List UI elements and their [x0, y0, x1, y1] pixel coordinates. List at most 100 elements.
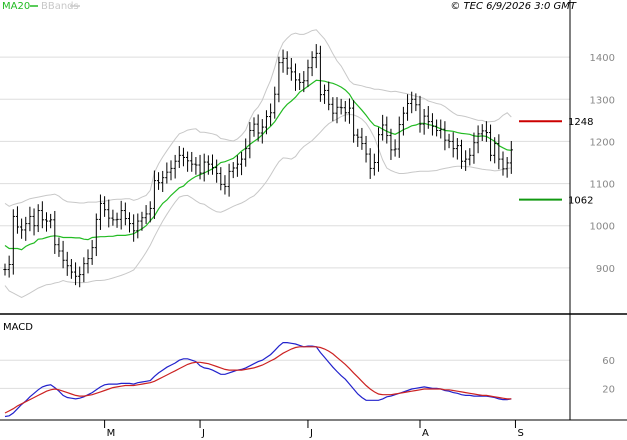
price-bar — [78, 266, 82, 288]
price-bar — [501, 151, 505, 176]
macd-panel-label: MACD — [3, 322, 33, 333]
price-bar — [509, 141, 513, 174]
tick-labels: 900 1000 1100 1200 1300 1400 20 60 M J J A S — [104, 53, 615, 439]
price-tick-label: 1300 — [590, 95, 615, 106]
x-tick-label: J — [201, 428, 205, 439]
price-bar — [227, 163, 231, 197]
price-bar — [24, 216, 28, 241]
price-bar — [310, 51, 314, 77]
price-bar — [505, 157, 509, 178]
price-bar — [472, 132, 476, 164]
price-bar — [352, 100, 356, 143]
price-bar — [318, 45, 322, 102]
price-bar — [364, 135, 368, 163]
price-bar — [231, 162, 235, 179]
price-bar — [156, 172, 161, 190]
price-bar — [181, 147, 186, 167]
price-bar — [7, 255, 11, 278]
price-bar — [368, 148, 372, 179]
price-bar — [376, 127, 381, 172]
price-tick-label: 1200 — [590, 137, 615, 148]
price-bar — [497, 134, 501, 170]
price-tick-label: 1100 — [590, 180, 615, 191]
price-bar — [256, 114, 260, 142]
price-bar — [327, 81, 331, 111]
price-bar — [443, 121, 447, 151]
bollinger-bands — [4, 29, 512, 298]
price-bar — [360, 127, 364, 150]
price-bar — [127, 212, 132, 233]
price-bar — [281, 49, 285, 73]
price-bar — [264, 110, 269, 135]
price-grid — [0, 56, 570, 269]
macd-grid — [0, 359, 570, 389]
price-bar — [215, 159, 219, 183]
price-bar — [343, 100, 347, 122]
price-bar — [73, 262, 78, 286]
price-bar — [15, 206, 20, 234]
price-bar — [347, 98, 352, 124]
price-bar — [32, 208, 36, 236]
price-bar — [447, 133, 451, 149]
price-bar — [98, 194, 103, 230]
price-bar — [389, 128, 393, 160]
price-bar — [488, 124, 493, 162]
price-bar — [111, 209, 115, 226]
price-bar — [269, 103, 273, 126]
price-bar — [152, 170, 156, 219]
price-bar — [173, 154, 177, 179]
price-bar — [148, 201, 152, 223]
price-bar — [372, 153, 376, 176]
price-bar — [49, 213, 53, 229]
price-bar — [94, 213, 98, 257]
signal-line — [4, 346, 512, 414]
price-bar — [239, 151, 244, 176]
price-bar — [198, 154, 202, 180]
price-bar — [90, 240, 94, 265]
price-bar — [426, 106, 430, 129]
resistance-label: 1248 — [568, 117, 593, 128]
macd-line — [4, 342, 512, 418]
price-bar — [69, 259, 73, 279]
legend-bbands: BBands — [41, 1, 79, 12]
price-bar — [40, 201, 44, 229]
price-bar — [136, 213, 140, 239]
price-bar — [314, 44, 318, 69]
price-bar — [401, 106, 405, 136]
price-bar — [298, 73, 302, 91]
price-bar — [393, 139, 397, 157]
price-bar — [65, 251, 69, 276]
price-bar — [194, 157, 198, 175]
macd-tick-label: 60 — [602, 356, 615, 367]
price-bar — [252, 117, 256, 137]
price-bar — [115, 212, 119, 228]
price-bar — [277, 56, 281, 103]
price-bar — [331, 97, 335, 122]
price-bar — [103, 196, 107, 217]
price-bar — [169, 160, 173, 181]
price-bar — [381, 114, 385, 141]
price-bar — [260, 119, 264, 144]
price-bar — [244, 138, 248, 167]
price-bar — [177, 146, 181, 168]
price-bar — [397, 116, 401, 158]
price-bar — [123, 202, 127, 226]
price-bar — [165, 162, 169, 184]
x-tick-label: A — [422, 428, 429, 439]
price-bar — [418, 95, 422, 133]
price-bar — [210, 154, 215, 175]
price-bar — [119, 200, 123, 230]
price-bar — [356, 128, 360, 147]
price-bar — [410, 91, 414, 114]
price-bar — [468, 148, 472, 166]
price-bar — [430, 113, 435, 136]
price-bar — [190, 151, 194, 172]
x-tick-label: J — [309, 428, 313, 439]
price-bar — [339, 98, 343, 115]
price-bar — [335, 97, 339, 124]
price-bar — [144, 205, 148, 225]
price-bar — [219, 167, 223, 191]
price-bar — [36, 204, 40, 233]
copyright-text: © TEC 6/9/2026 3:0 GMT — [450, 1, 577, 12]
